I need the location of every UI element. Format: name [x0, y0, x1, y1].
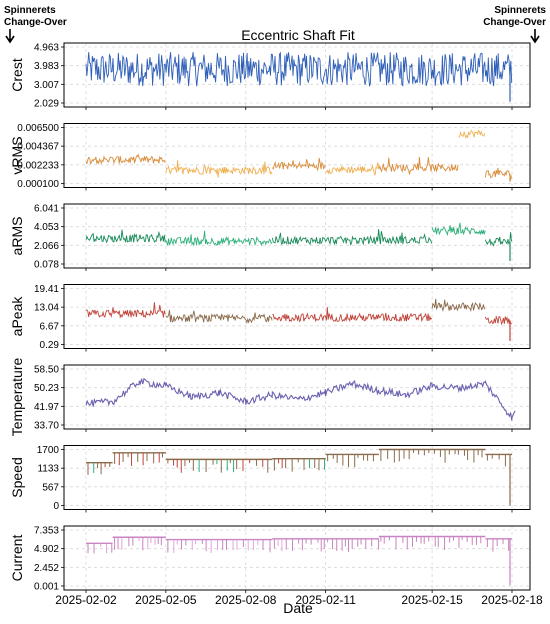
- y-axis-label: Current: [9, 535, 25, 582]
- y-axis-label: Crest: [9, 58, 25, 92]
- y-tick-label: 0.000100: [17, 179, 59, 190]
- y-tick-label: 2.452: [34, 563, 59, 574]
- series-line: [165, 160, 273, 178]
- series-line: [378, 156, 459, 175]
- y-tick-label: 6.67: [40, 321, 60, 332]
- series-line: [325, 162, 380, 176]
- y-axis-label: Temperature: [9, 357, 25, 436]
- series-crest: [85, 51, 513, 102]
- chart-title: Eccentric Shaft Fit: [241, 27, 355, 43]
- y-tick-label: 3.007: [34, 80, 59, 91]
- panel-frame: [63, 525, 531, 591]
- y-tick-label: 0.078: [34, 260, 59, 271]
- y-tick-label: 4.053: [34, 222, 59, 233]
- annotation-left-line1: Spinnerets: [4, 5, 56, 16]
- y-tick-label: 4.963: [34, 43, 59, 54]
- y-tick-label: 3.983: [34, 61, 59, 72]
- series-line: [431, 222, 486, 237]
- y-tick-label: 50.23: [34, 383, 59, 394]
- panel-frame: [63, 203, 531, 269]
- series-line: [85, 153, 166, 165]
- series-line: [484, 167, 512, 180]
- y-tick-label: 567: [42, 482, 59, 493]
- y-tick-label: 2.066: [34, 241, 59, 252]
- series-temperature: [85, 377, 516, 421]
- series-line: [484, 232, 512, 247]
- panel-frame: [63, 42, 531, 108]
- y-tick-label: 0.002233: [17, 160, 59, 171]
- marks-layer: [85, 51, 516, 586]
- y-axis-label: Speed: [9, 457, 25, 497]
- y-axis-label: aRMS: [9, 217, 25, 256]
- y-axis-label: aPeak: [9, 296, 25, 337]
- annotation-right-arrow-icon: [530, 29, 540, 44]
- y-tick-label: 6.041: [34, 204, 59, 215]
- y-tick-label: 0: [53, 501, 59, 512]
- series-line: [458, 129, 486, 139]
- x-axis-label: Date: [283, 600, 313, 616]
- x-tick-label: 2025-02-18: [481, 593, 543, 607]
- series-line: [431, 298, 486, 312]
- series-line: [271, 229, 433, 246]
- x-tick-label: 2025-02-08: [215, 593, 277, 607]
- series-line: [165, 310, 273, 324]
- y-tick-label: 1133: [37, 464, 59, 475]
- series-vrms: [85, 129, 512, 182]
- y-tick-label: 41.97: [34, 402, 59, 413]
- series-line: [484, 314, 512, 326]
- series-line: [85, 51, 513, 87]
- series-line: [165, 230, 273, 247]
- series-arms: [85, 222, 512, 261]
- series-line: [85, 302, 166, 319]
- series-current: [86, 535, 512, 586]
- y-tick-label: 1700: [37, 445, 60, 456]
- y-tick-label: 0.001: [34, 582, 59, 593]
- series-line: [85, 377, 516, 421]
- series-speed: [86, 448, 512, 506]
- series-line: [85, 229, 166, 244]
- annotation-right-line1: Spinnerets: [494, 5, 546, 16]
- panel-frame: [63, 364, 531, 430]
- grid-layer: [64, 43, 530, 590]
- panel-frame: [63, 123, 531, 188]
- y-tick-label: 58.50: [34, 365, 59, 376]
- x-tick-label: 2025-02-05: [135, 593, 197, 607]
- series-apeak: [85, 298, 512, 341]
- series-line: [272, 306, 433, 323]
- x-tick-label: 2025-02-15: [401, 593, 463, 607]
- y-axis-label: vRMS: [9, 136, 25, 174]
- text-layer: Eccentric Shaft Fit Date Spinnerets Chan…: [4, 5, 546, 616]
- panel-frame: [63, 284, 531, 349]
- y-tick-label: 2.029: [34, 99, 59, 110]
- y-tick-label: 33.70: [34, 421, 59, 432]
- panel-frame: [63, 445, 531, 510]
- y-tick-label: 4.902: [34, 544, 59, 555]
- series-line: [272, 158, 326, 172]
- y-tick-label: 19.41: [34, 284, 59, 295]
- annotation-right-line2: Change-Over: [483, 17, 546, 28]
- y-tick-label: 0.006500: [17, 123, 59, 134]
- frame-layer: [61, 42, 531, 593]
- y-tick-label: 0.004367: [17, 142, 59, 153]
- annotation-left-line2: Change-Over: [4, 17, 67, 28]
- y-tick-label: 0.29: [40, 340, 60, 351]
- annotation-left-arrow-icon: [5, 29, 15, 44]
- x-tick-label: 2025-02-02: [55, 593, 117, 607]
- y-tick-label: 13.04: [34, 303, 59, 314]
- y-tick-label: 7.353: [34, 526, 59, 537]
- x-tick-label: 2025-02-11: [295, 593, 356, 607]
